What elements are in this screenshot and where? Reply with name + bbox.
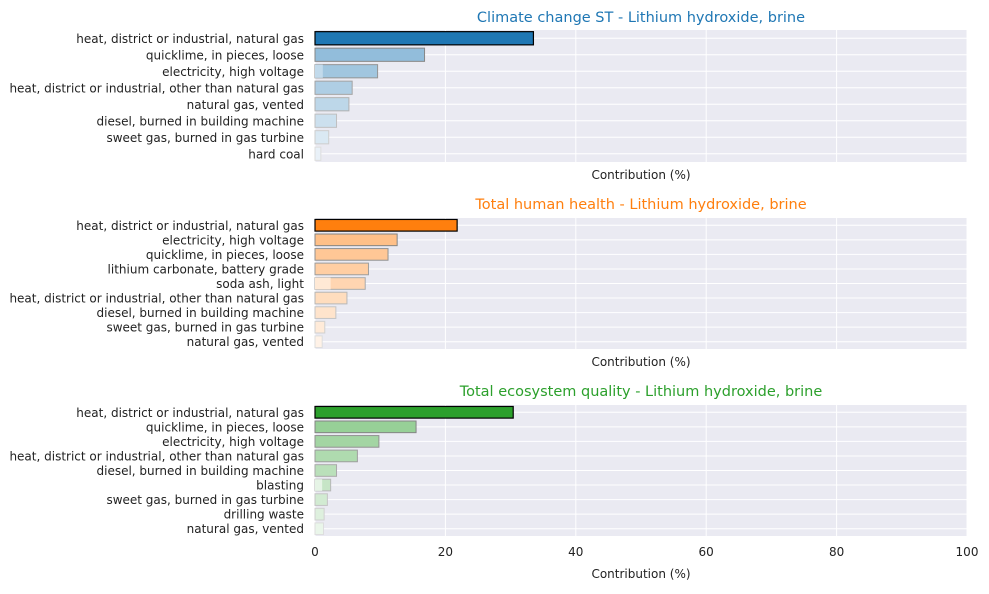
y-tick-label: soda ash, light — [216, 277, 304, 291]
x-tick-label: 20 — [438, 545, 453, 559]
y-tick-label: heat, district or industrial, other than… — [9, 449, 304, 463]
y-tick-label: electricity, high voltage — [162, 65, 304, 79]
x-axis-label: Contribution (%) — [591, 567, 690, 581]
y-tick-label: heat, district or industrial, other than… — [9, 81, 304, 95]
bar — [314, 291, 348, 305]
y-tick-label: diesel, burned in building machine — [97, 114, 305, 128]
x-tick-label: 40 — [568, 545, 583, 559]
x-tick-label: 80 — [829, 545, 844, 559]
y-tick-label: quicklime, in pieces, loose — [146, 48, 304, 62]
bar — [314, 47, 426, 62]
bar — [314, 113, 338, 128]
chart-title: Climate change ST - Lithium hydroxide, b… — [477, 10, 805, 26]
bar — [314, 31, 535, 46]
bar — [314, 262, 369, 276]
y-tick-label: quicklime, in pieces, loose — [146, 420, 304, 434]
y-tick-label: sweet gas, burned in gas turbine — [106, 321, 304, 335]
chart-title: Total ecosystem quality - Lithium hydrox… — [459, 384, 823, 400]
y-tick-label: sweet gas, burned in gas turbine — [106, 131, 304, 145]
y-tick-label: electricity, high voltage — [162, 233, 304, 247]
bar — [314, 449, 358, 463]
y-tick-label: diesel, burned in building machine — [97, 306, 305, 320]
bar-segment — [315, 64, 323, 78]
x-axis-label: Contribution (%) — [591, 168, 690, 182]
bar — [314, 420, 417, 434]
x-tick-label: 100 — [956, 545, 979, 559]
chart-panel-1: heat, district or industrial, natural ga… — [9, 10, 968, 182]
y-tick-label: drilling waste — [224, 508, 304, 522]
y-tick-label: quicklime, in pieces, loose — [146, 248, 304, 262]
y-tick-label: electricity, high voltage — [162, 435, 304, 449]
y-tick-label: heat, district or industrial, other than… — [9, 292, 304, 306]
x-axis-label: Contribution (%) — [591, 355, 690, 369]
bar-segment — [315, 479, 323, 491]
chart-panel-3: heat, district or industrial, natural ga… — [9, 384, 978, 581]
bar — [314, 233, 398, 247]
y-tick-label: heat, district or industrial, natural ga… — [76, 219, 304, 233]
y-tick-label: natural gas, vented — [187, 522, 304, 536]
bar — [314, 97, 350, 112]
bar — [314, 248, 389, 261]
x-tick-label: 0 — [311, 545, 319, 559]
bar-segment — [315, 277, 331, 290]
bar — [314, 435, 380, 448]
bar — [314, 218, 458, 232]
y-tick-label: natural gas, vented — [187, 335, 304, 349]
bar — [314, 335, 323, 349]
chart-title: Total human health - Lithium hydroxide, … — [474, 197, 806, 213]
bar — [314, 146, 322, 161]
x-tick-label: 60 — [699, 545, 714, 559]
bar — [314, 493, 328, 506]
bar — [314, 405, 514, 419]
chart-panel-2: heat, district or industrial, natural ga… — [9, 197, 968, 369]
y-tick-label: lithium carbonate, battery grade — [108, 262, 304, 276]
y-tick-label: diesel, burned in building machine — [97, 464, 305, 478]
bar — [314, 320, 326, 334]
y-tick-label: hard coal — [248, 147, 304, 161]
y-tick-label: heat, district or industrial, natural ga… — [76, 406, 304, 420]
y-tick-label: sweet gas, burned in gas turbine — [106, 493, 304, 507]
bar — [314, 507, 325, 521]
y-tick-label: blasting — [256, 479, 304, 493]
bar — [314, 64, 379, 79]
bar — [314, 522, 324, 536]
bar — [314, 80, 353, 95]
y-tick-label: heat, district or industrial, natural ga… — [76, 32, 304, 46]
y-tick-label: natural gas, vented — [187, 98, 304, 112]
bar — [314, 306, 337, 319]
bar — [314, 464, 338, 477]
bar — [314, 130, 330, 145]
